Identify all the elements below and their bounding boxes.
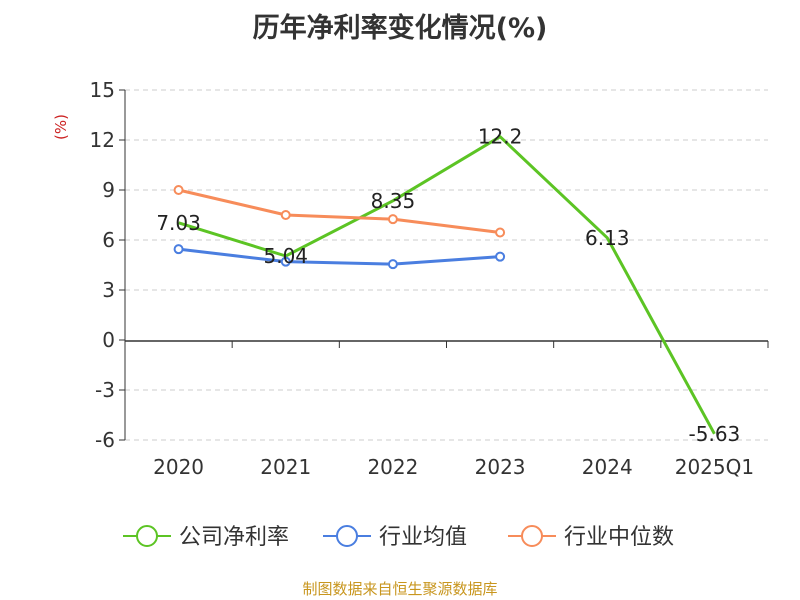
data-labels: 7.03 5.04 8.35 12.2 6.13 -5.63 xyxy=(156,125,740,446)
data-label: -5.63 xyxy=(689,422,741,446)
data-label: 12.2 xyxy=(478,125,523,149)
data-point xyxy=(280,210,291,220)
y-tick-label: 12 xyxy=(90,128,115,152)
y-axis-label: (%) xyxy=(52,114,70,140)
legend-swatch-marker xyxy=(521,525,543,547)
series-line xyxy=(178,188,501,234)
legend: 公司净利率 行业均值 行业中位数 xyxy=(123,525,674,550)
x-tick-label: 2021 xyxy=(260,455,311,479)
x-tick-label: 2022 xyxy=(367,455,418,479)
data-label: 6.13 xyxy=(585,226,630,250)
y-tick-label: 9 xyxy=(102,178,115,202)
legend-label: 公司净利率 xyxy=(179,525,289,550)
data-label: 5.04 xyxy=(263,244,308,268)
y-tick-label: -3 xyxy=(95,378,115,402)
x-tick-label: 2023 xyxy=(475,455,526,479)
y-tick-label: 15 xyxy=(90,78,115,102)
data-point xyxy=(280,256,291,267)
data-point xyxy=(387,214,398,225)
series-line xyxy=(178,135,716,435)
data-label: 8.35 xyxy=(371,189,416,213)
y-tick-label: 0 xyxy=(102,328,115,352)
data-point xyxy=(173,185,184,195)
series-line xyxy=(178,247,501,266)
y-tick-label: 3 xyxy=(102,278,115,302)
axes: 15 12 9 6 3 0 -3 -6 2020 2021 2022 2023 2024 2025Q1 xyxy=(90,78,769,479)
x-tick-label: 2020 xyxy=(153,455,204,479)
data-point xyxy=(173,244,184,255)
y-tick-label: -6 xyxy=(95,428,115,452)
data-point xyxy=(495,227,506,238)
data-label: 7.03 xyxy=(156,211,201,235)
legend-swatch-marker xyxy=(336,525,358,547)
data-point xyxy=(495,251,506,262)
legend-swatch-marker xyxy=(136,525,158,547)
legend-label: 行业中位数 xyxy=(564,525,674,550)
source-note: 制图数据来自恒生聚源数据库 xyxy=(302,580,498,598)
series-lines xyxy=(178,135,716,435)
gridlines xyxy=(125,89,768,441)
series-points xyxy=(173,185,506,270)
y-tick-label: 6 xyxy=(102,228,115,252)
legend-label: 行业均值 xyxy=(379,525,467,550)
chart-title: 历年净利率变化情况(%) xyxy=(252,13,548,44)
x-tick-label: 2024 xyxy=(582,455,633,479)
x-tick-label: 2025Q1 xyxy=(675,455,754,479)
data-point xyxy=(387,259,398,270)
